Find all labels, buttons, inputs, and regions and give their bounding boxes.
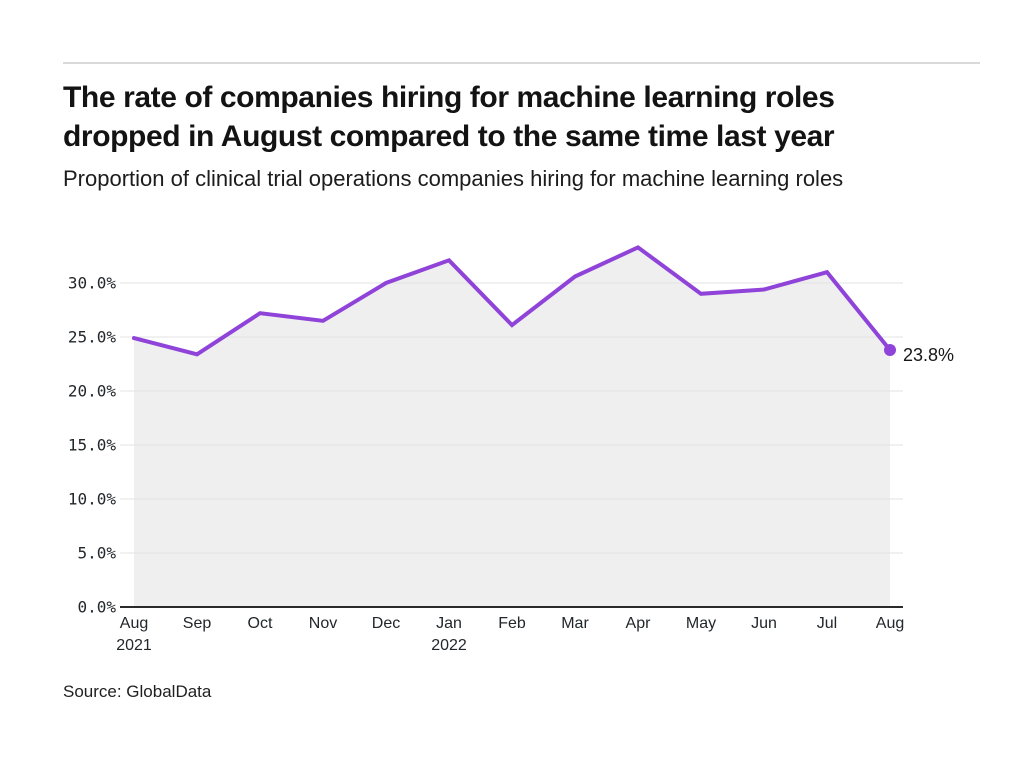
y-axis-tick-label: 10.0% [68,490,117,509]
chart-subtitle: Proportion of clinical trial operations … [63,166,844,191]
x-axis-month-label: Sep [183,615,212,632]
x-axis-month-label: Jan [436,615,462,632]
x-axis-month-label: Apr [626,615,652,632]
x-axis-year-label: 2022 [431,637,467,654]
y-axis-tick-label: 0.0% [77,598,116,617]
x-axis-month-label: Jun [751,615,777,632]
x-axis-labels: Aug Sep Oct Nov Dec Jan Feb Mar Apr May Jun Jul Aug 2… [116,615,904,654]
x-axis-month-label: Jul [817,615,837,632]
top-divider [63,62,980,64]
trend-line [132,245,892,357]
x-axis-month-label: May [686,615,716,632]
y-axis-tick-label: 5.0% [77,544,116,563]
x-axis-month-label: Aug [120,615,148,632]
chart-title-line1: The rate of companies hiring for machine… [63,81,835,114]
x-axis-month-label: Nov [309,615,337,632]
y-axis-tick-label: 20.0% [68,382,117,401]
y-axis-tick-label: 25.0% [68,328,117,347]
chart-title-line2: dropped in August compared to the same t… [63,120,835,153]
gridlines [120,282,903,554]
x-axis-month-label: Oct [248,615,273,632]
x-axis-month-label: Feb [498,615,526,632]
end-point-dot [884,344,896,356]
y-axis-tick-label: 15.0% [68,436,117,455]
chart-title: The rate of companies hiring for machine… [63,78,993,156]
x-axis-month-label: Aug [876,615,904,632]
y-axis-labels: 0.0% 5.0% 10.0% 15.0% 20.0% 25.0% 30.0% [68,274,117,617]
x-axis-month-label: Dec [372,615,400,632]
y-axis-tick-label: 30.0% [68,274,117,293]
source-label: Source: GlobalData [63,682,212,701]
x-axis-year-label: 2021 [116,637,152,654]
end-point-value-label: 23.8% [903,345,954,365]
x-axis-month-label: Mar [561,615,589,632]
